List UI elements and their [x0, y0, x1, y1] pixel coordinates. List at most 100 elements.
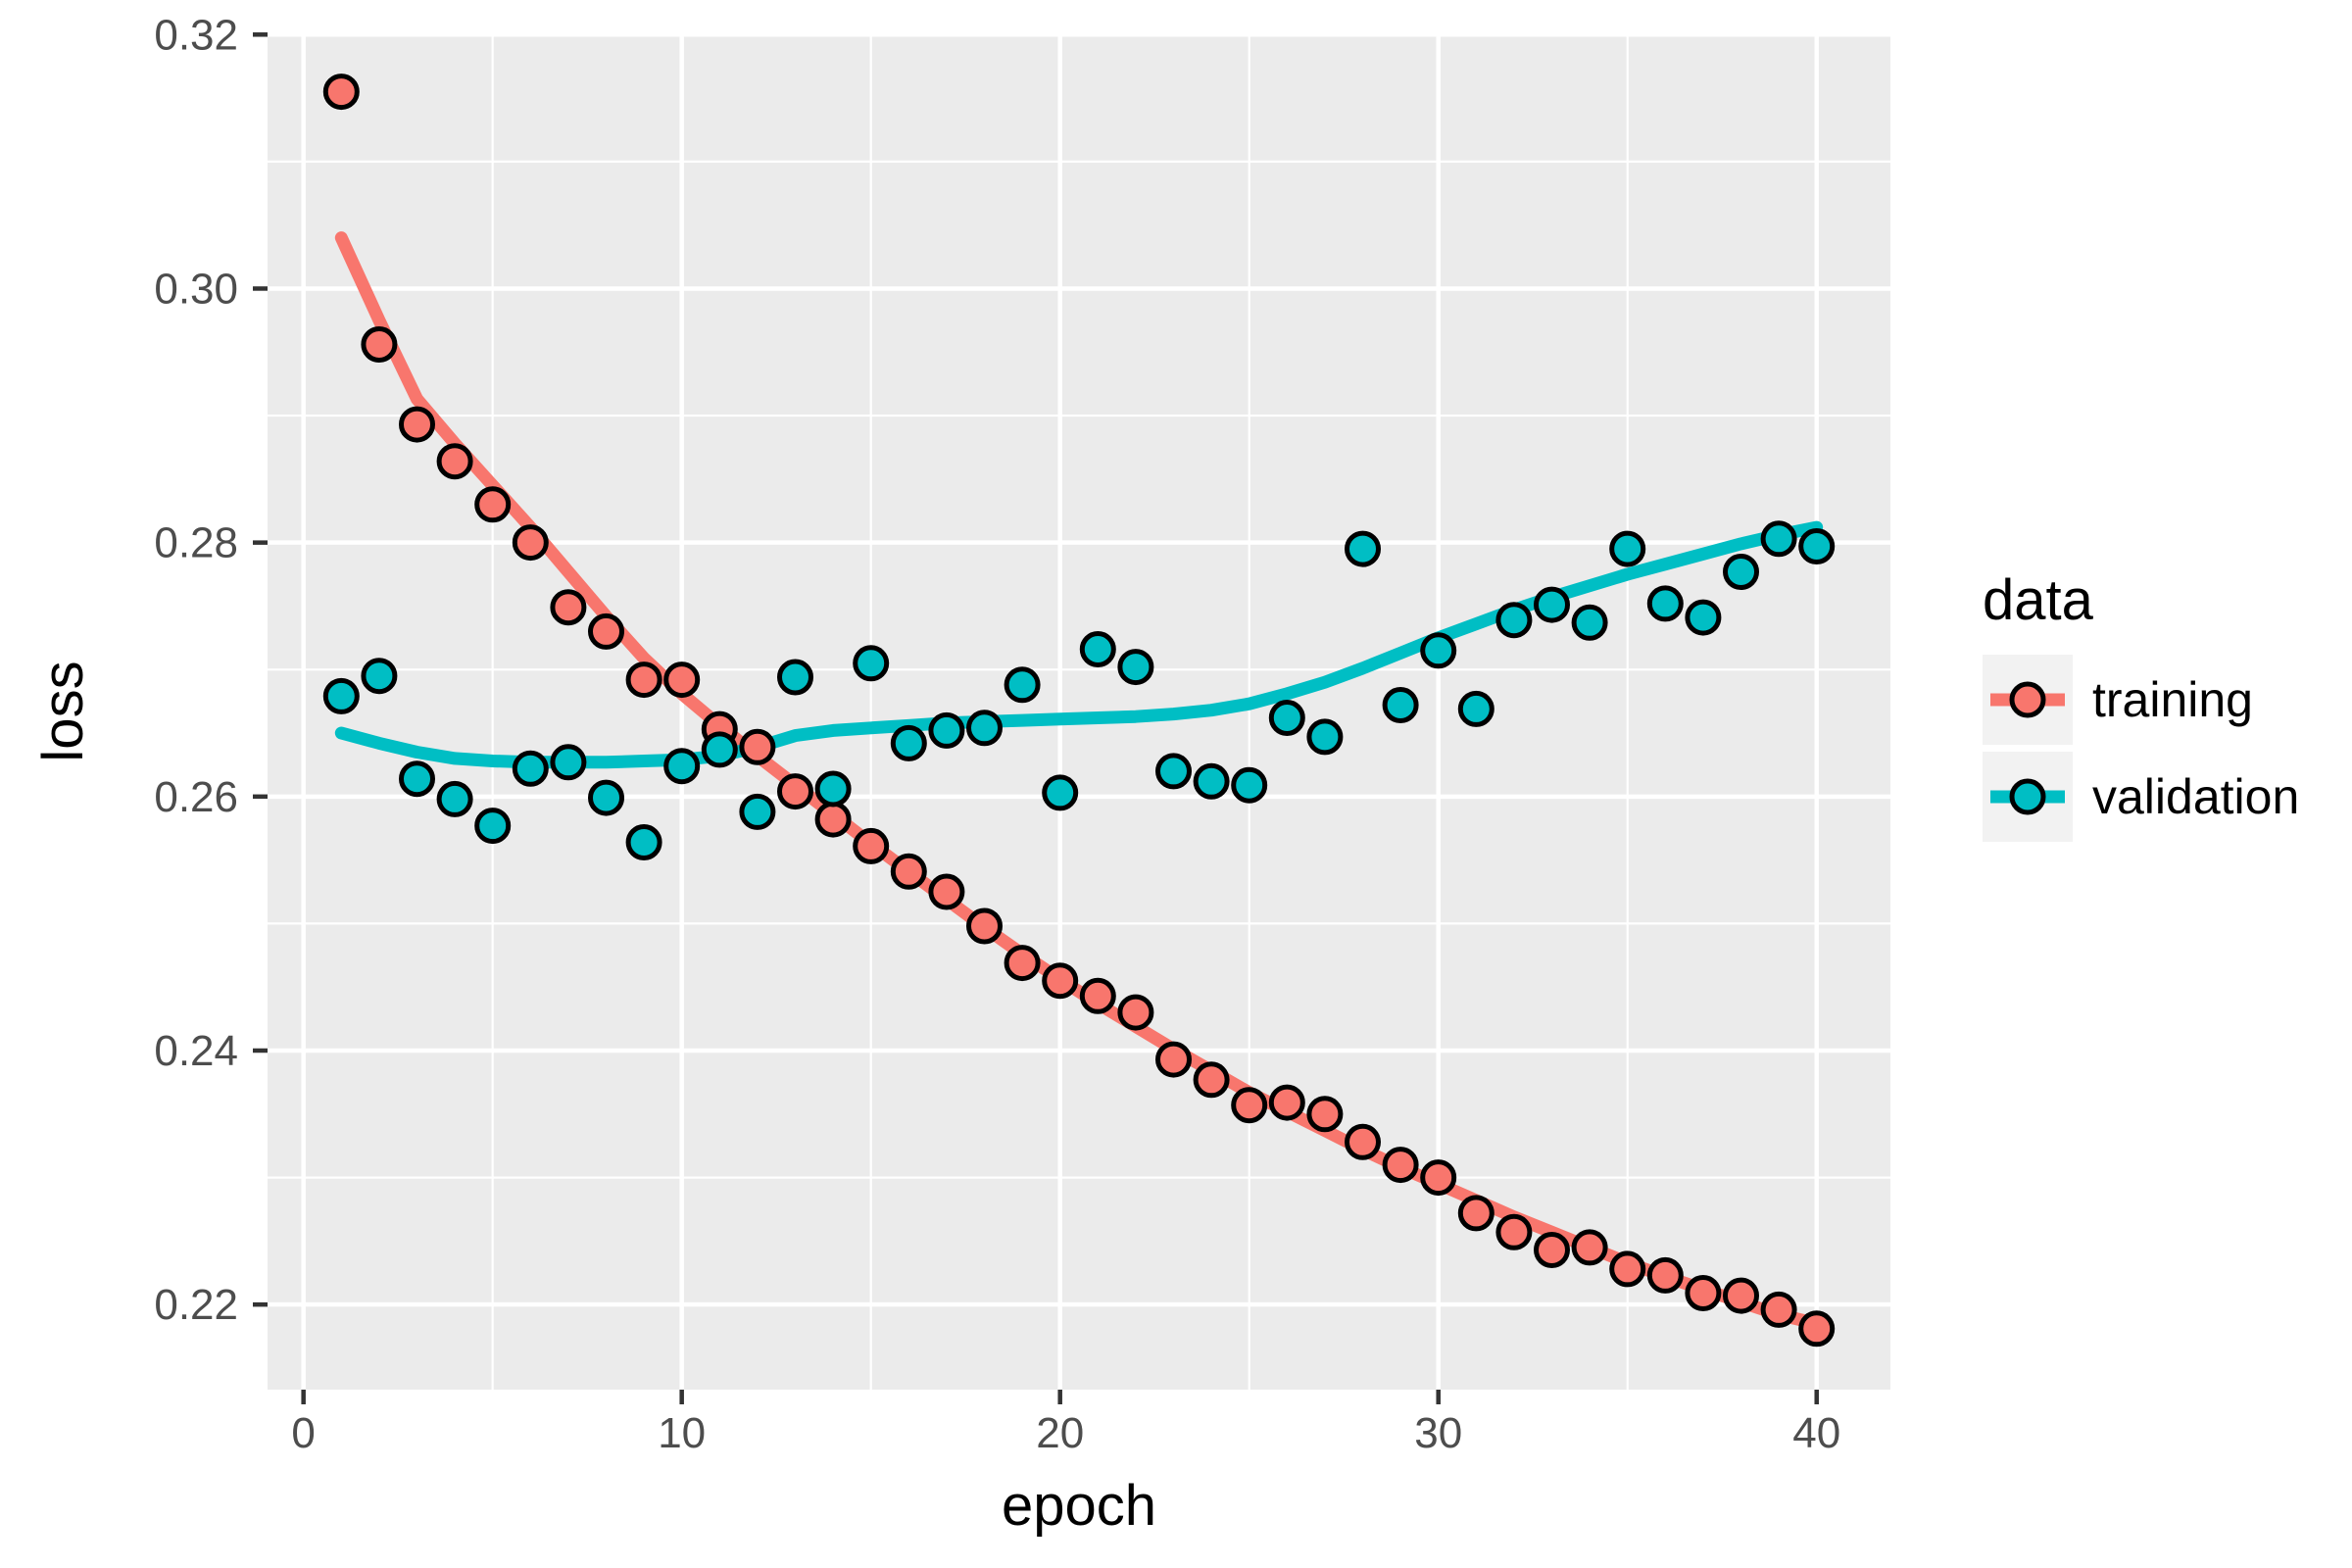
validation-point: [663, 748, 701, 785]
training-point: [1079, 977, 1116, 1014]
validation-key-glyph-icon: [1990, 778, 2065, 815]
major-gridlines: [268, 32, 1890, 1390]
training-point: [663, 662, 701, 699]
validation-point: [1306, 718, 1344, 756]
training-point: [1609, 1250, 1646, 1288]
y-tick-label: 0.30: [154, 265, 238, 313]
legend: data training validation: [1983, 568, 2300, 842]
training-point: [928, 873, 965, 910]
legend-label-validation: validation: [2092, 768, 2300, 824]
training-point: [1382, 1147, 1419, 1184]
y-tick-label: 0.26: [154, 773, 238, 821]
x-tick-labels: 0 10 20 30 40: [291, 1409, 1840, 1457]
validation-point: [1004, 666, 1041, 704]
validation-point: [1042, 774, 1079, 811]
training-point: [1117, 994, 1154, 1031]
training-point: [1193, 1061, 1230, 1099]
validation-point-icon: [2009, 778, 2046, 815]
training-point: [361, 326, 398, 363]
legend-key-training: [1983, 654, 2073, 745]
training-point: [1723, 1277, 1759, 1314]
y-axis-title: loss: [31, 661, 95, 761]
training-point: [1571, 1229, 1608, 1266]
validation-point: [399, 760, 435, 798]
legend-title: data: [1983, 568, 2093, 632]
validation-point: [1609, 530, 1646, 567]
validation-point: [1117, 649, 1154, 686]
validation-point: [1646, 585, 1684, 622]
training-point: [1798, 1310, 1836, 1348]
training-point: [322, 74, 360, 111]
training-point: [1495, 1213, 1533, 1250]
validation-point: [1155, 753, 1192, 790]
validation-point: [1231, 766, 1268, 804]
x-tick-label: 20: [1036, 1409, 1084, 1457]
training-point: [966, 907, 1003, 945]
x-axis-title: epoch: [1002, 1474, 1156, 1538]
training-point: [1306, 1096, 1344, 1133]
training-point: [890, 853, 927, 890]
validation-point: [512, 750, 549, 787]
validation-point: [1268, 700, 1305, 736]
training-point: [512, 524, 549, 562]
minor-gridlines: [268, 33, 1890, 1390]
validation-point: [1382, 687, 1419, 723]
plot-panel: [268, 33, 1890, 1390]
training-point: [853, 827, 890, 864]
legend-items: training validation: [1983, 654, 2300, 842]
validation-point: [1420, 632, 1457, 669]
validation-point: [701, 731, 738, 768]
validation-point: [474, 808, 512, 845]
validation-point: [1534, 586, 1570, 623]
validation-point: [853, 645, 890, 682]
training-point: [1345, 1123, 1381, 1160]
legend-label-training: training: [2092, 671, 2253, 727]
training-point: [436, 443, 473, 480]
training-point: [1760, 1291, 1797, 1328]
training-point: [1042, 962, 1079, 1000]
training-point: [588, 612, 624, 650]
training-point: [1004, 945, 1041, 982]
legend-item-training: training: [1983, 654, 2299, 745]
training-point: [1268, 1084, 1305, 1121]
validation-point: [550, 744, 587, 781]
validation-point: [1457, 690, 1494, 727]
validation-point: [1495, 602, 1533, 639]
validation-point: [1723, 554, 1759, 590]
training-point: [1231, 1087, 1268, 1124]
training-point: [1420, 1159, 1457, 1197]
validation-point: [1345, 530, 1381, 567]
y-tick-labels: 0.22 0.24 0.26 0.28 0.30 0.32: [154, 11, 238, 1329]
validation-point: [814, 770, 852, 808]
validation-point: [1685, 599, 1722, 636]
validation-smooth-line: [334, 520, 1824, 769]
y-tick-label: 0.24: [154, 1027, 238, 1075]
training-smooth-line: [334, 231, 1824, 1331]
validation-point: [588, 779, 624, 816]
training-point-icon: [2009, 681, 2046, 718]
training-point: [1646, 1256, 1684, 1294]
validation-point: [436, 780, 473, 817]
x-tick-label: 0: [291, 1409, 315, 1457]
training-point: [1534, 1232, 1570, 1268]
validation-point: [1798, 528, 1836, 564]
validation-point: [777, 659, 813, 696]
training-key-glyph-icon: [1990, 681, 2065, 718]
training-point: [777, 773, 813, 810]
training-point: [1155, 1041, 1192, 1078]
training-point: [474, 486, 512, 523]
validation-point: [361, 658, 398, 695]
validation-point: [928, 711, 965, 749]
validation-point: [890, 724, 927, 761]
validation-point: [739, 793, 776, 830]
training-point: [739, 728, 776, 765]
training-point: [1457, 1195, 1494, 1232]
legend-item-validation: validation: [1983, 751, 2300, 842]
x-tick-label: 40: [1792, 1409, 1840, 1457]
y-tick-label: 0.28: [154, 519, 238, 567]
validation-point: [1760, 520, 1797, 558]
training-points: [322, 74, 1836, 1348]
validation-point: [322, 677, 360, 714]
